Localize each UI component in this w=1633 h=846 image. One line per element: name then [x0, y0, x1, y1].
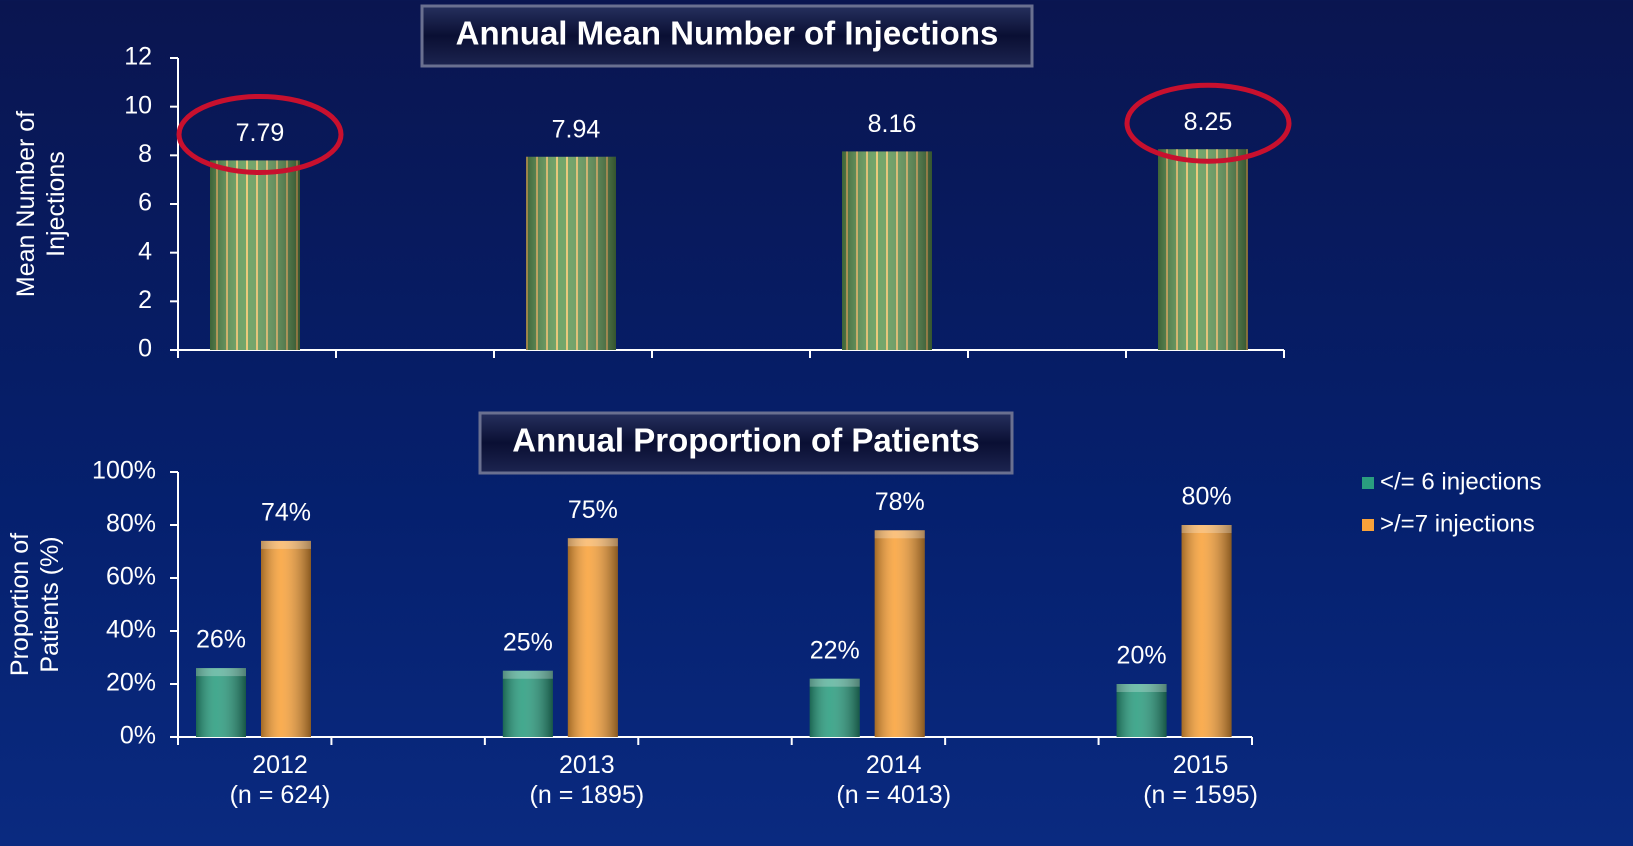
bar-shade — [502, 670, 553, 737]
value-label: 80% — [1182, 483, 1232, 511]
y-axis-label: Mean Number ofInjections — [12, 111, 70, 297]
y-tick-label: 60% — [106, 563, 156, 591]
bar-cap — [1181, 525, 1232, 533]
value-label: 7.94 — [552, 115, 601, 143]
value-label: 26% — [196, 626, 246, 654]
value-label: 7.79 — [236, 119, 285, 147]
value-label: 25% — [503, 628, 553, 656]
y-tick-label: 4 — [138, 237, 152, 265]
y-tick-label: 6 — [138, 189, 152, 217]
value-label: 78% — [875, 488, 925, 516]
value-label: 8.16 — [868, 110, 917, 138]
value-label: 74% — [261, 499, 311, 527]
x-tick-label: 2015 (n = 1595) — [1143, 751, 1258, 809]
bar-cap — [261, 540, 311, 549]
bar-shade — [210, 160, 300, 350]
chart-title: Annual Proportion of Patients — [512, 422, 980, 459]
y-tick-label: 20% — [106, 669, 156, 697]
bar-shade — [1116, 684, 1167, 737]
y-tick-label: 100% — [92, 457, 156, 485]
bar-cap — [874, 530, 925, 539]
bar-shade — [196, 668, 246, 737]
bar-shade — [1158, 149, 1248, 350]
highlight-ellipse — [176, 93, 344, 175]
bar-shade — [567, 538, 618, 737]
value-label: 20% — [1117, 642, 1167, 670]
bar-cap — [567, 538, 618, 547]
bar-shade — [809, 678, 860, 737]
bar-cap — [1116, 684, 1167, 692]
title-box — [478, 411, 1014, 475]
bar-shade — [526, 156, 616, 350]
value-label: 75% — [568, 496, 618, 524]
bar-shade — [874, 530, 925, 737]
x-tick-label: 2014 (n = 4013) — [836, 751, 951, 809]
bar-cap — [809, 678, 860, 687]
bar-shade — [1181, 525, 1232, 737]
legend-label: >/=7 injections — [1380, 510, 1535, 537]
x-tick-label: 2013 (n = 1895) — [530, 751, 645, 809]
chart-title: Annual Mean Number of Injections — [456, 15, 999, 52]
x-tick-label: 2012 (n = 624) — [230, 751, 331, 809]
legend-swatch — [1362, 477, 1374, 489]
bar-cap — [502, 670, 553, 679]
y-tick-label: 80% — [106, 510, 156, 538]
y-tick-label: 2 — [138, 286, 152, 314]
legend-label: </= 6 injections — [1380, 468, 1541, 495]
bar-shade — [842, 151, 932, 350]
y-tick-label: 8 — [138, 140, 152, 168]
highlight-ellipse — [1124, 82, 1292, 164]
y-tick-label: 40% — [106, 616, 156, 644]
bar-shade — [261, 540, 311, 737]
y-tick-label: 10 — [124, 91, 152, 119]
y-tick-label: 0% — [120, 722, 156, 750]
y-tick-label: 12 — [124, 43, 152, 71]
title-box — [420, 4, 1034, 68]
y-tick-label: 0 — [138, 335, 152, 363]
value-label: 22% — [810, 636, 860, 664]
y-axis-label: Proportion ofPatients (%) — [6, 533, 64, 676]
value-label: 8.25 — [1184, 108, 1233, 136]
bar-cap — [196, 668, 246, 677]
legend-swatch — [1362, 519, 1374, 531]
